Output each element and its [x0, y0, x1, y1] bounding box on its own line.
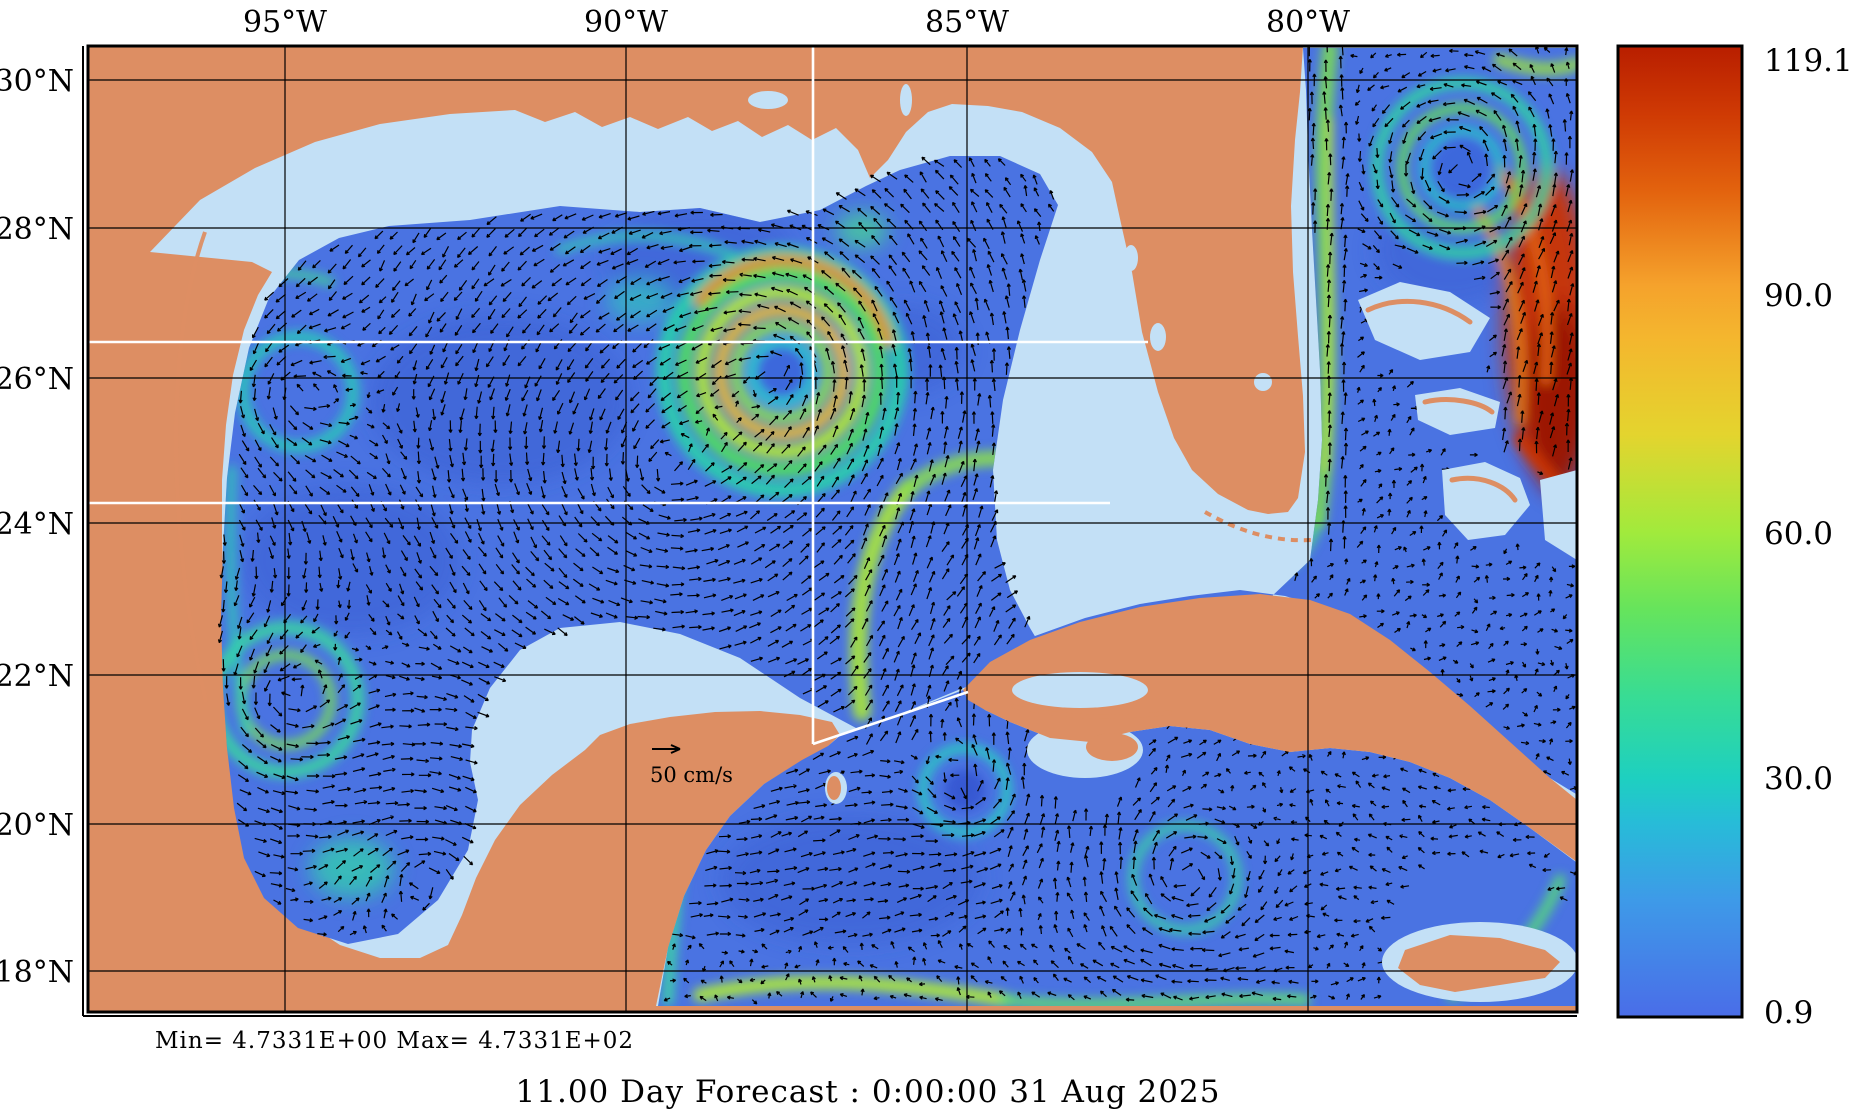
latitude-tick-label: 24°N [0, 507, 74, 542]
transect-line-yucatan-channel [812, 690, 969, 746]
minmax-stats: Min= 4.7331E+00 Max= 4.7331E+02 [155, 1028, 634, 1054]
colorbar: 119.1 90.0 60.0 30.0 0.9 [1616, 43, 1853, 1031]
reference-vector: 50 cm/s [650, 744, 733, 787]
latitude-tick-label: 26°N [0, 362, 74, 397]
colorbar-tick-labels: 119.1 90.0 60.0 30.0 0.9 [1764, 43, 1853, 1031]
graticule [88, 46, 1577, 1012]
reference-vector-label: 50 cm/s [650, 763, 733, 787]
latitude-tick-label: 30°N [0, 64, 74, 99]
colorbar-tick-label: 119.1 [1764, 43, 1853, 79]
transect-lines [88, 46, 1148, 746]
colorbar-tick-label: 90.0 [1764, 278, 1833, 314]
longitude-tick-label: 85°W [925, 5, 1009, 40]
latitude-tick-label: 22°N [0, 659, 74, 694]
current-vector-arrows [217, 46, 1577, 1005]
plot-title: 11.00 Day Forecast : 0:00:00 31 Aug 2025 [516, 1074, 1221, 1109]
colorbar-bar [1616, 44, 1744, 1019]
longitude-labels: 95°W 90°W 85°W 80°W [243, 5, 1350, 40]
reference-arrow-icon [652, 744, 681, 754]
longitude-tick-label: 90°W [584, 5, 668, 40]
colorbar-tick-label: 30.0 [1764, 761, 1833, 797]
longitude-tick-label: 80°W [1266, 5, 1350, 40]
latitude-tick-label: 20°N [0, 808, 74, 843]
latitude-tick-label: 18°N [0, 955, 74, 990]
longitude-tick-label: 95°W [243, 5, 327, 40]
colorbar-tick-label: 60.0 [1764, 516, 1833, 552]
colorbar-tick-label: 0.9 [1764, 995, 1813, 1031]
latitude-labels: 30°N 28°N 26°N 24°N 22°N 20°N 18°N [0, 64, 74, 990]
latitude-tick-label: 28°N [0, 212, 74, 247]
islands-layer [825, 282, 1577, 1002]
map-frame [86, 44, 1579, 1014]
